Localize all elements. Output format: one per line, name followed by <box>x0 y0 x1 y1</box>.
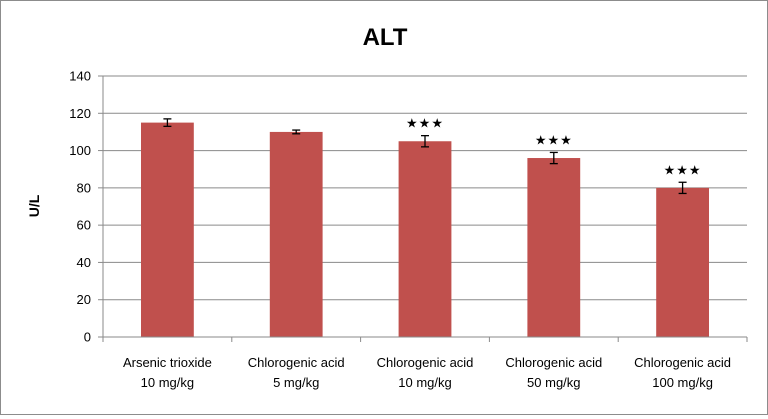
bar <box>656 187 710 337</box>
x-tick-label: Chlorogenic acid 10 mg/kg <box>377 355 474 390</box>
x-tick-label-line: 100 mg/kg <box>652 375 713 390</box>
x-tick-label-line: Arsenic trioxide <box>123 355 212 370</box>
chart-title: ALT <box>363 24 408 51</box>
significance-annotations: ★★★ ★★★ ★★★ <box>406 116 702 178</box>
x-tick-label: Chlorogenic acid 100 mg/kg <box>634 355 731 390</box>
significance-stars: ★★★ <box>406 116 444 131</box>
significance-stars: ★★★ <box>664 162 702 177</box>
x-tick-label: Chlorogenic acid 50 mg/kg <box>505 355 602 390</box>
x-tick-label: Arsenic trioxide 10 mg/kg <box>123 355 212 390</box>
x-tick-label: Chlorogenic acid 5 mg/kg <box>248 355 345 390</box>
x-tick-label-line: Chlorogenic acid <box>248 355 345 370</box>
y-tick-label: 60 <box>77 218 91 233</box>
x-tick-label-line: 10 mg/kg <box>398 375 451 390</box>
error-bars <box>163 118 687 195</box>
bars <box>140 122 710 337</box>
x-tick-label-line: Chlorogenic acid <box>634 355 731 370</box>
y-tick-label: 120 <box>69 106 91 121</box>
bar <box>398 141 452 337</box>
x-tick-label-line: 50 mg/kg <box>527 375 580 390</box>
y-tick-label: 40 <box>77 255 91 270</box>
y-tick-label: 80 <box>77 180 91 195</box>
x-tick-label-line: Chlorogenic acid <box>377 355 474 370</box>
y-tick-label: 140 <box>69 69 91 84</box>
bar <box>140 122 194 337</box>
x-tick-label-line: 5 mg/kg <box>273 375 319 390</box>
x-tick-label-line: Chlorogenic acid <box>505 355 602 370</box>
y-axis-label: U/L <box>26 194 42 217</box>
y-tick-label: 0 <box>84 330 91 345</box>
bar <box>527 158 581 337</box>
axes <box>98 75 748 342</box>
y-tick-label: 20 <box>77 292 91 307</box>
bar <box>269 131 323 337</box>
y-tick-label: 100 <box>69 143 91 158</box>
x-tick-label-line: 10 mg/kg <box>141 375 194 390</box>
y-tick-labels: 0 20 40 60 80 100 120 140 <box>69 69 91 345</box>
significance-stars: ★★★ <box>535 132 573 147</box>
